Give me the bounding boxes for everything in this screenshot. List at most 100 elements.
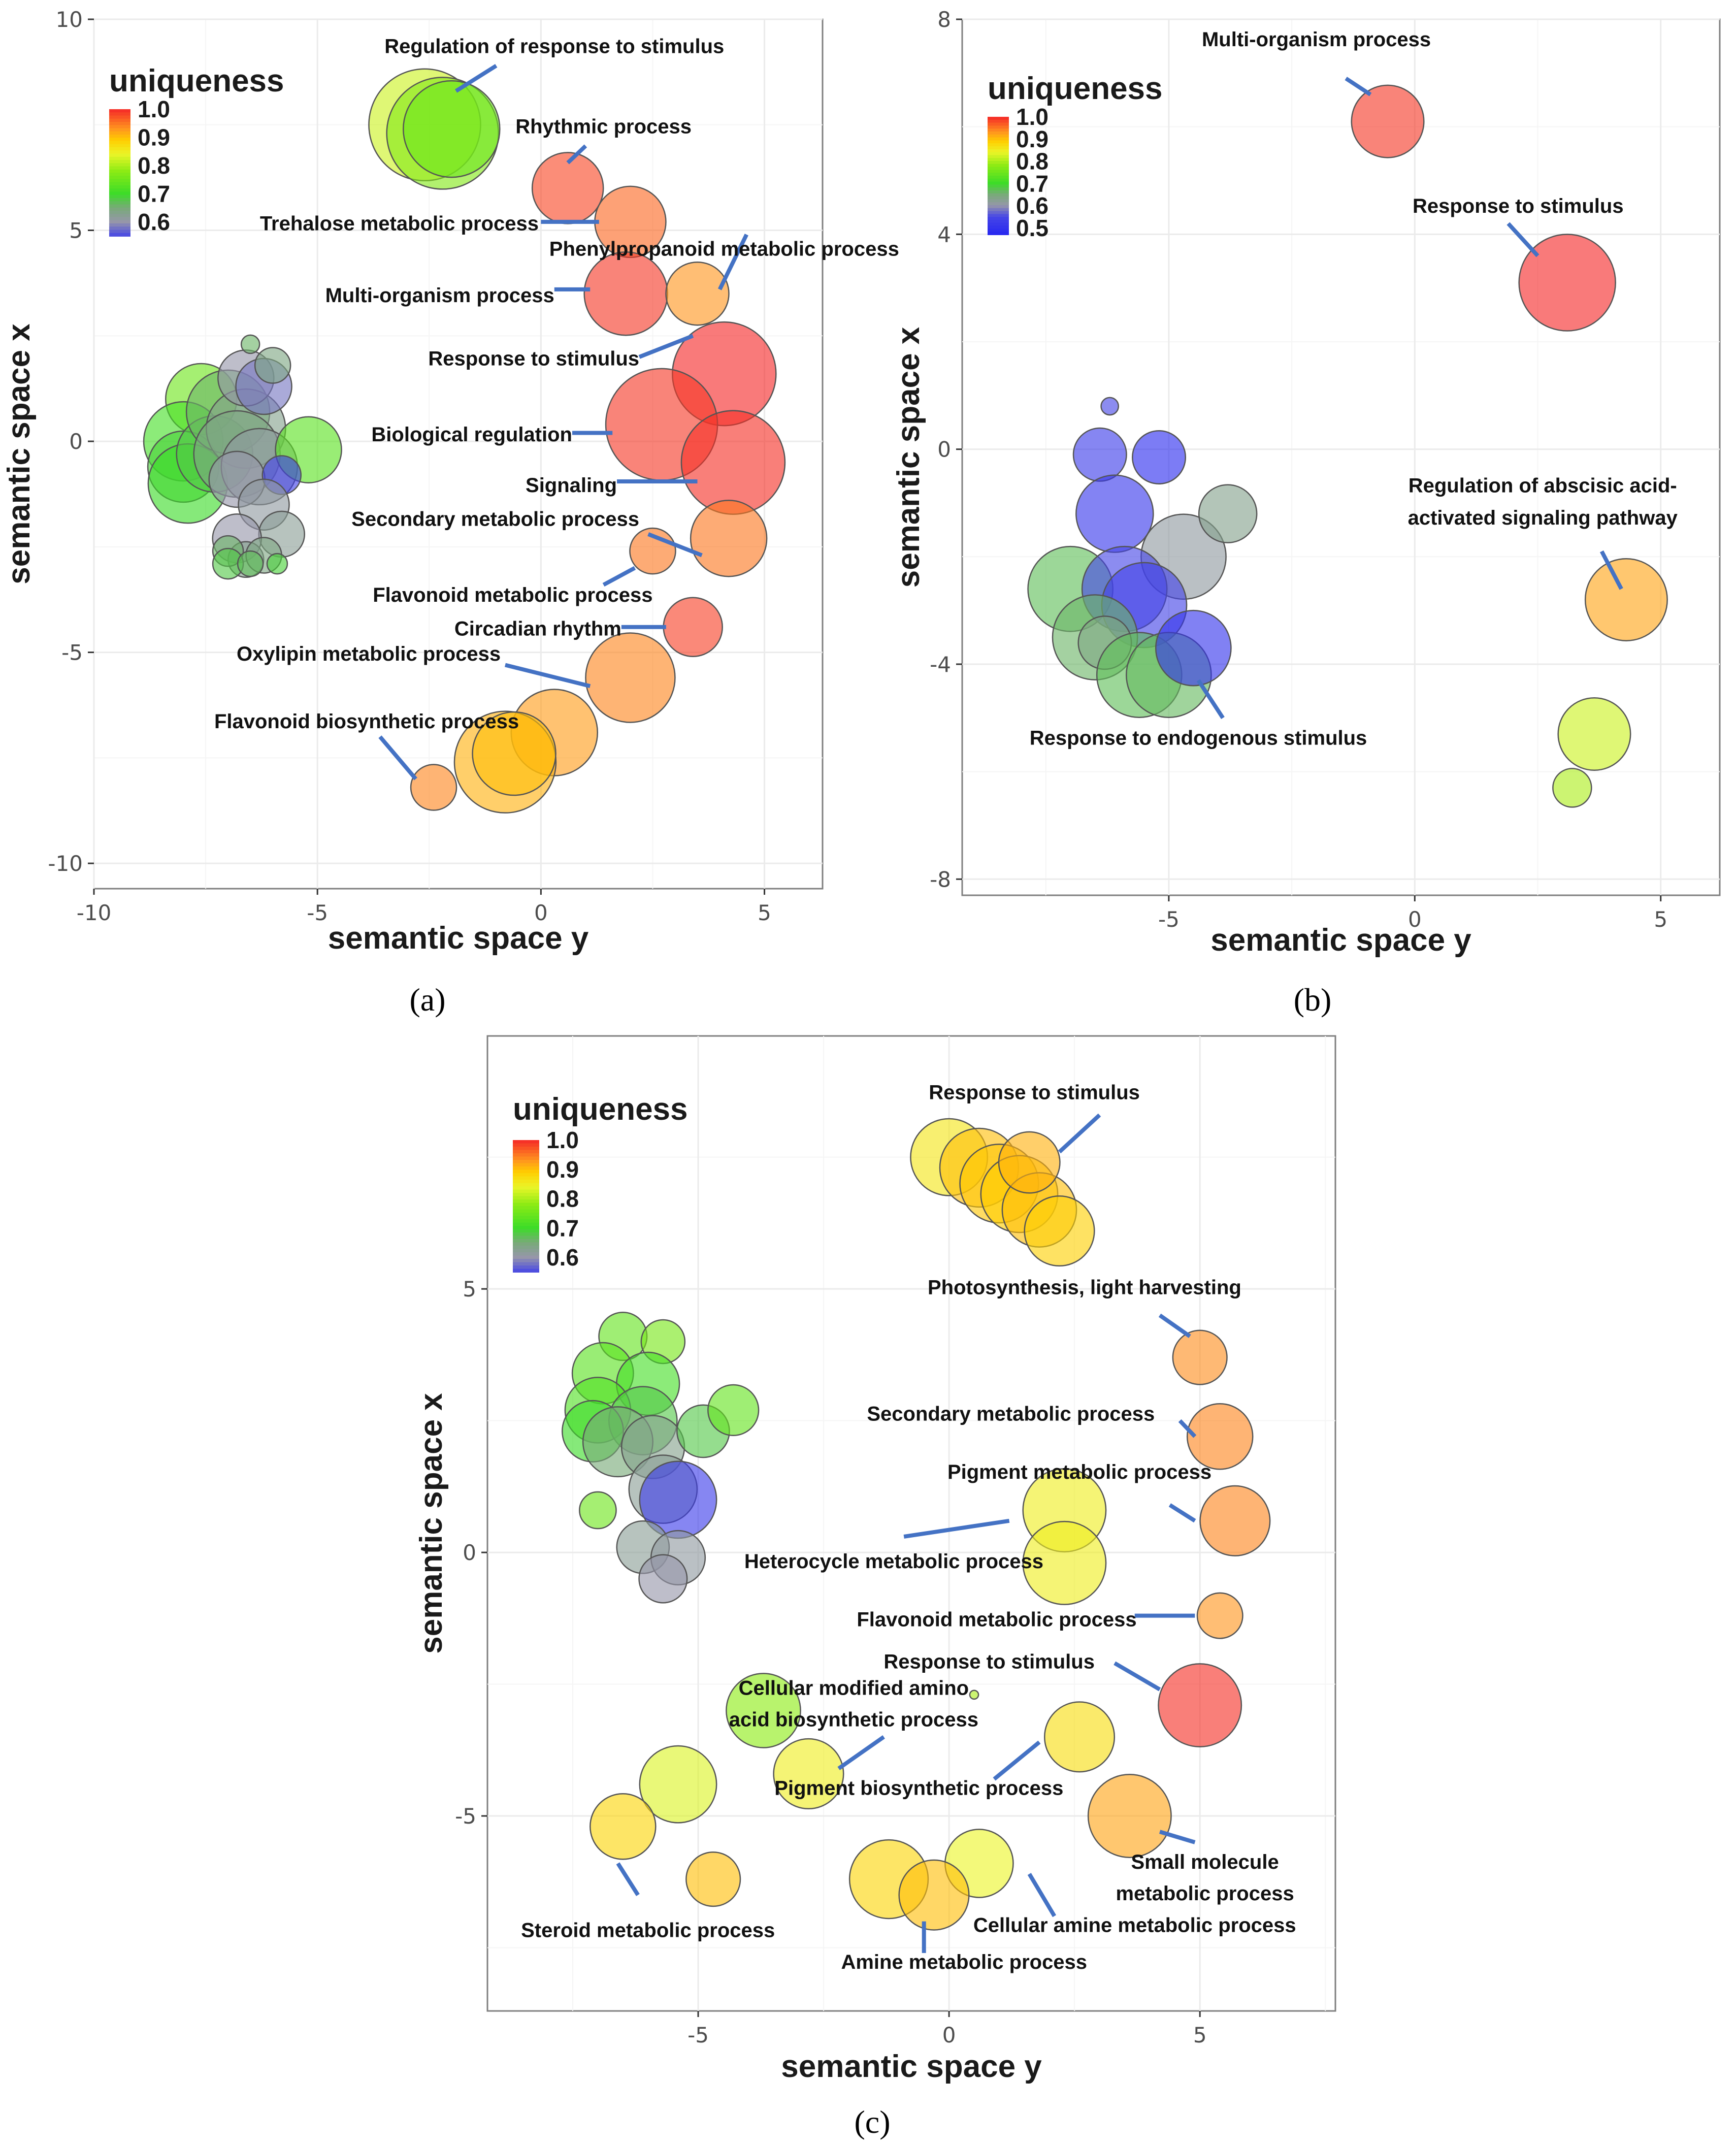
legend-colorbar-segment xyxy=(109,230,130,234)
legend-colorbar-segment xyxy=(109,128,130,132)
bubble-point xyxy=(639,1745,717,1824)
legend-colorbar-segment xyxy=(988,146,1009,150)
leader-line xyxy=(638,334,694,359)
bubble-point xyxy=(1196,1592,1243,1639)
legend-colorbar-segment xyxy=(513,1160,539,1164)
bubble-point xyxy=(266,553,288,575)
annotation-label: Response to stimulus xyxy=(929,1082,1140,1104)
legend-colorbar-segment xyxy=(988,178,1009,182)
legend-colorbar-segment xyxy=(513,1232,539,1237)
legend-colorbar-segment xyxy=(513,1196,539,1200)
annotation-label: Flavonoid metabolic process xyxy=(373,584,652,606)
legend-colorbar-segment xyxy=(513,1242,539,1246)
leader-line xyxy=(454,64,498,93)
legend-colorbar-segment xyxy=(988,229,1009,233)
leader-line xyxy=(602,566,636,587)
bubble-point xyxy=(1022,1520,1107,1605)
y-axis-title: semantic space x xyxy=(2,323,37,584)
legend-title: uniqueness xyxy=(988,71,1163,106)
legend-colorbar-segment xyxy=(109,138,130,142)
legend-colorbar-segment xyxy=(988,117,1009,120)
annotation-label: Flavonoid metabolic process xyxy=(857,1608,1136,1631)
leader-line xyxy=(647,532,703,558)
legend-colorbar-segment xyxy=(109,125,130,129)
legend-colorbar-segment xyxy=(513,1226,539,1230)
bubble-point xyxy=(1351,84,1425,158)
annotation-label: Response to endogenous stimulus xyxy=(1030,727,1367,750)
legend-colorbar-segment xyxy=(988,181,1009,185)
leader-line xyxy=(1113,1661,1161,1692)
bubble-point xyxy=(1172,1329,1228,1385)
legend-colorbar-segment xyxy=(988,217,1009,220)
legend-colorbar-segment xyxy=(988,232,1009,235)
legend-colorbar-segment xyxy=(109,211,130,215)
legend-colorbar-segment xyxy=(513,1150,539,1154)
legend-colorbar-segment xyxy=(513,1216,539,1220)
legend-colorbar-segment xyxy=(109,169,130,173)
y-axis-title: semantic space x xyxy=(414,1393,449,1654)
legend-title: uniqueness xyxy=(109,63,284,99)
legend-colorbar-segment xyxy=(988,187,1009,191)
annotation-label: Heterocycle metabolic process xyxy=(744,1550,1043,1573)
leader-line xyxy=(1599,550,1623,590)
legend-colorbar-segment xyxy=(513,1163,539,1167)
bubble-point xyxy=(685,1851,741,1907)
leader-line xyxy=(566,144,587,165)
legend-colorbar-segment xyxy=(988,222,1009,226)
bubble-point xyxy=(1072,427,1127,482)
legend-colorbar-segment xyxy=(109,118,130,122)
legend-colorbar-segment xyxy=(109,214,130,218)
legend-colorbar-segment xyxy=(988,225,1009,230)
annotation-label: Rhythmic process xyxy=(515,115,692,138)
y-tick-label: 0 xyxy=(937,437,951,462)
legend-colorbar-segment xyxy=(988,122,1009,126)
legend-label: 0.7 xyxy=(546,1215,579,1241)
legend-colorbar-segment xyxy=(988,128,1009,132)
legend-colorbar-segment xyxy=(109,135,130,139)
legend-colorbar-segment xyxy=(988,173,1009,176)
legend-colorbar-segment xyxy=(513,1246,539,1250)
legend-colorbar-segment xyxy=(513,1156,539,1160)
legend-colorbar-segment xyxy=(513,1255,539,1259)
annotation-label: metabolic process xyxy=(1116,1882,1294,1905)
annotation-label: Multi-organism process xyxy=(1202,28,1431,51)
bubble-point xyxy=(1075,474,1154,553)
bubble-point xyxy=(1155,609,1232,687)
x-axis-title: semantic space y xyxy=(1210,923,1471,958)
legend-colorbar-segment xyxy=(513,1140,539,1144)
legend-colorbar-segment xyxy=(988,214,1009,218)
legend-colorbar-segment xyxy=(109,217,130,221)
bubble-point xyxy=(583,251,668,336)
leader-line xyxy=(1158,1313,1191,1338)
annotation-label: Flavonoid biosynthetic process xyxy=(214,710,519,733)
legend-colorbar-segment xyxy=(988,132,1009,135)
legend-colorbar-segment xyxy=(988,167,1009,171)
legend-colorbar-segment xyxy=(109,131,130,135)
legend-colorbar-segment xyxy=(109,226,130,231)
annotation-label: Regulation of abscisic acid- xyxy=(1409,474,1677,497)
bubble-point xyxy=(1552,768,1592,808)
annotation-label: Amine metabolic process xyxy=(841,1951,1087,1973)
legend-colorbar-segment xyxy=(109,220,130,224)
leader-line xyxy=(1196,679,1225,719)
legend-colorbar-segment xyxy=(513,1180,539,1184)
bubble-point xyxy=(531,152,604,224)
legend-colorbar-segment xyxy=(109,166,130,170)
bubble-point xyxy=(585,632,676,723)
y-axis-title: semantic space x xyxy=(891,327,926,588)
legend-label: 0.6 xyxy=(138,209,170,235)
legend-colorbar-segment xyxy=(513,1186,539,1190)
y-tick-label: 8 xyxy=(937,7,951,32)
legend-colorbar-segment xyxy=(109,112,130,116)
y-tick-label: 4 xyxy=(937,222,951,247)
legend-colorbar-segment xyxy=(988,125,1009,129)
legend-colorbar-segment xyxy=(988,161,1009,165)
bubble-point xyxy=(690,499,768,577)
annotation-label: Signaling xyxy=(526,474,617,497)
bubble-point xyxy=(1158,1663,1242,1748)
x-tick-label: 0 xyxy=(534,900,548,925)
legend-label: 0.7 xyxy=(138,181,170,207)
legend-colorbar-segment xyxy=(513,1170,539,1174)
